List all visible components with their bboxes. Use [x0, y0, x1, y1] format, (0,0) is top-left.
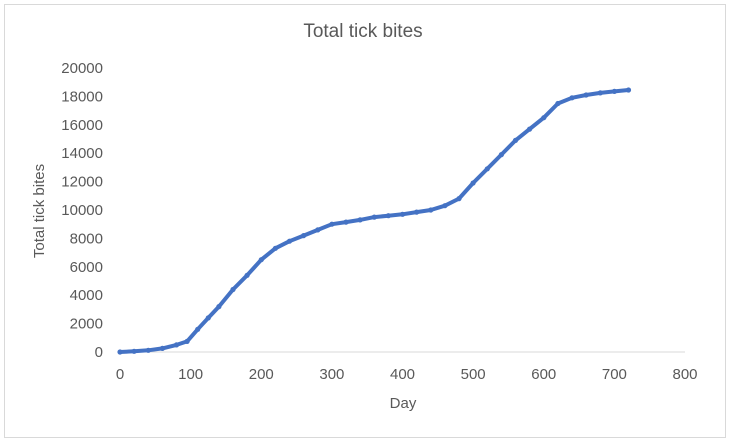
y-tick-label: 2000	[70, 316, 103, 333]
y-tick-label: 14000	[61, 145, 103, 162]
data-point	[512, 137, 519, 143]
y-tick-label: 0	[95, 344, 103, 361]
data-point	[159, 345, 165, 351]
data-point	[301, 233, 307, 239]
data-point	[583, 92, 589, 98]
x-tick-label: 400	[390, 366, 415, 383]
data-point	[597, 90, 603, 96]
x-tick-label: 300	[319, 366, 344, 383]
chart-title: Total tick bites	[303, 21, 422, 42]
y-tick-label: 8000	[70, 230, 103, 247]
data-point	[286, 238, 293, 244]
data-point	[371, 214, 377, 220]
y-tick-label: 10000	[61, 202, 103, 219]
data-point	[258, 257, 264, 263]
x-tick-label: 700	[602, 366, 627, 383]
y-tick-label: 16000	[61, 117, 103, 134]
data-point	[357, 217, 363, 223]
series-group	[117, 87, 632, 355]
data-point	[184, 338, 190, 344]
data-point	[569, 95, 575, 101]
y-tick-label: 18000	[61, 88, 103, 105]
data-point	[272, 245, 278, 251]
data-point	[131, 348, 137, 354]
y-tick-label: 4000	[70, 287, 103, 304]
data-point	[625, 87, 632, 93]
data-point	[244, 272, 250, 278]
y-tick-labels: 0 2000 4000 6000 8000 10000 12000 14000 16000 180…	[61, 60, 103, 361]
data-point	[611, 88, 618, 94]
data-point	[173, 342, 180, 348]
data-point	[230, 286, 236, 293]
y-tick-label: 12000	[61, 174, 103, 191]
data-point	[456, 196, 462, 202]
x-tick-label: 800	[672, 366, 697, 383]
data-point	[329, 221, 335, 227]
series-line	[118, 88, 631, 354]
x-axis-label: Day	[390, 395, 417, 412]
chart-frame	[4, 4, 726, 438]
data-point	[399, 211, 406, 217]
x-tick-label: 600	[531, 366, 556, 383]
data-point	[117, 349, 123, 355]
data-point	[442, 203, 448, 209]
x-tick-label: 100	[178, 366, 203, 383]
data-point	[541, 115, 547, 121]
x-tick-label: 500	[461, 366, 486, 383]
data-point	[216, 304, 222, 310]
data-point	[205, 315, 211, 321]
data-point	[527, 126, 533, 132]
data-point	[145, 347, 151, 353]
data-point	[414, 209, 420, 215]
data-point	[470, 180, 476, 186]
y-tick-label: 6000	[70, 259, 103, 276]
data-point	[484, 166, 490, 172]
data-point	[343, 219, 349, 225]
data-point	[315, 227, 321, 233]
data-point	[498, 152, 504, 158]
data-point	[385, 213, 391, 219]
data-point	[195, 326, 201, 332]
x-tick-label: 0	[116, 366, 124, 383]
y-axis-label: Total tick bites	[31, 164, 48, 258]
y-tick-label: 20000	[61, 60, 103, 77]
data-point	[555, 100, 561, 107]
x-tick-label: 200	[249, 366, 274, 383]
data-point	[428, 207, 434, 213]
x-tick-labels: 0 100 200 300 400 500 600 700 800	[116, 366, 698, 383]
